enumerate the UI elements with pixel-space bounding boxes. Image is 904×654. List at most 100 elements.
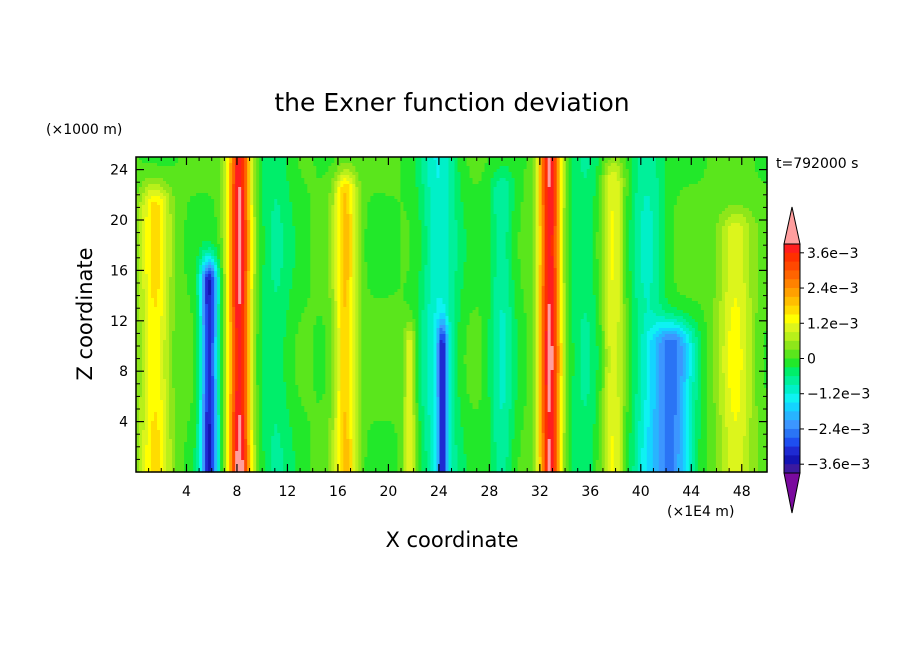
contour-cell <box>250 262 254 266</box>
contour-cell <box>712 301 720 305</box>
contour-cell <box>217 298 221 302</box>
contour-cell <box>628 235 636 239</box>
contour-cell <box>712 310 720 314</box>
contour-cell <box>463 271 492 275</box>
contour-cell <box>631 187 639 191</box>
contour-cell <box>532 226 537 230</box>
contour-cell <box>664 217 675 221</box>
contour-cell <box>598 286 603 290</box>
contour-cell <box>547 199 555 203</box>
contour-cell <box>220 265 224 269</box>
contour-cell <box>358 304 362 308</box>
contour-cell <box>430 190 450 194</box>
contour-cell <box>598 292 603 296</box>
contour-cell <box>349 253 353 257</box>
contour-cell <box>316 316 323 320</box>
contour-cell <box>226 229 230 233</box>
contour-cell <box>340 163 353 167</box>
contour-cell <box>532 241 537 245</box>
contour-cell <box>658 205 666 209</box>
contour-cell <box>271 259 284 263</box>
contour-cell <box>631 298 639 302</box>
contour-cell <box>328 280 332 284</box>
contour-cell <box>430 271 450 275</box>
contour-cell <box>322 316 332 320</box>
contour-cell <box>226 232 230 236</box>
contour-cell <box>553 217 558 221</box>
contour-cell <box>223 172 227 176</box>
contour-cell <box>553 262 558 266</box>
contour-cell <box>454 178 462 182</box>
contour-cell <box>547 256 555 260</box>
contour-cell <box>508 298 516 302</box>
contour-cell <box>508 301 516 305</box>
contour-cell <box>568 253 573 257</box>
contour-cell <box>334 211 338 215</box>
contour-cell <box>196 256 203 260</box>
contour-cell <box>238 265 242 269</box>
contour-cell <box>139 274 143 278</box>
contour-cell <box>625 313 630 317</box>
contour-cell <box>556 274 561 278</box>
contour-cell <box>139 232 143 236</box>
contour-cell <box>568 205 573 209</box>
contour-cell <box>559 250 564 254</box>
contour-cell <box>358 310 362 314</box>
contour-cell <box>496 235 507 239</box>
contour-cell <box>523 301 534 305</box>
contour-cell <box>247 316 251 320</box>
contour-cell <box>142 214 149 218</box>
contour-cell <box>607 322 618 326</box>
contour-cell <box>745 319 753 323</box>
contour-cell <box>208 262 212 266</box>
contour-cell <box>448 250 459 254</box>
contour-cell <box>202 298 206 302</box>
contour-cell <box>742 256 750 260</box>
contour-cell <box>283 229 296 233</box>
contour-cell <box>238 226 242 230</box>
contour-cell <box>592 205 600 209</box>
contour-cell <box>400 256 411 260</box>
contour-cell <box>607 172 612 176</box>
contour-cell <box>340 199 344 203</box>
contour-cell <box>586 313 597 317</box>
contour-cell <box>334 241 338 245</box>
contour-cell <box>358 259 362 263</box>
contour-cell <box>166 217 173 221</box>
contour-cell <box>538 265 543 269</box>
contour-cell <box>493 172 513 176</box>
contour-cell <box>310 229 329 233</box>
contour-cell <box>148 274 152 278</box>
contour-cell <box>226 220 230 224</box>
contour-cell <box>619 289 624 293</box>
contour-cell <box>334 238 338 242</box>
contour-cell <box>538 190 543 194</box>
contour-cell <box>217 235 221 239</box>
contour-cell <box>226 178 230 182</box>
contour-cell <box>352 310 356 314</box>
contour-cell <box>355 208 359 212</box>
contour-cell <box>184 235 218 239</box>
contour-cell <box>643 283 651 287</box>
contour-cell <box>598 208 603 212</box>
contour-cell <box>259 325 263 329</box>
contour-cell <box>601 190 606 194</box>
contour-cell <box>595 298 600 302</box>
contour-cell <box>457 256 468 260</box>
contour-cell <box>328 277 332 281</box>
contour-cell <box>595 316 600 320</box>
contour-cell <box>487 322 495 326</box>
contour-cell <box>220 283 224 287</box>
contour-cell <box>526 316 534 320</box>
contour-cell <box>424 196 432 200</box>
contour-cell <box>169 283 176 287</box>
contour-cell <box>367 223 402 227</box>
contour-cell <box>454 301 462 305</box>
contour-cell <box>220 163 224 167</box>
contour-cell <box>250 220 254 224</box>
contour-cell <box>532 202 537 206</box>
contour-cell <box>205 310 209 314</box>
contour-cell <box>253 247 257 251</box>
contour-cell <box>697 181 765 185</box>
contour-cell <box>175 229 185 233</box>
